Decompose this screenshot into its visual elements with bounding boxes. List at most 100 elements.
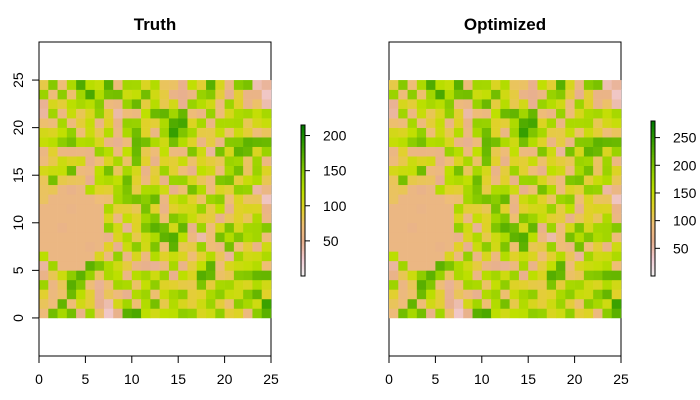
raster-cell xyxy=(509,260,520,271)
raster-cell xyxy=(398,298,408,309)
raster-cell xyxy=(500,99,510,109)
raster-cell xyxy=(444,222,455,233)
raster-cell xyxy=(546,175,557,186)
raster-cell xyxy=(57,137,68,147)
raster-cell xyxy=(407,203,418,214)
raster-cell xyxy=(131,99,142,109)
raster-cell xyxy=(453,298,464,309)
raster-cell xyxy=(178,108,188,119)
raster-cell xyxy=(583,175,594,186)
raster-cell xyxy=(546,137,557,147)
raster-cell xyxy=(463,108,473,119)
legend-color-step xyxy=(651,167,655,171)
raster-cell xyxy=(178,156,188,166)
raster-cell xyxy=(252,89,263,100)
raster-cell xyxy=(435,184,445,195)
raster-cell xyxy=(611,184,622,195)
raster-cell xyxy=(389,298,399,309)
legend-color-step xyxy=(301,195,305,199)
legend-color-step xyxy=(301,268,305,272)
raster-cell xyxy=(141,194,151,205)
x-tick-label: 5 xyxy=(82,371,90,387)
raster-cell xyxy=(85,80,95,90)
raster-cell xyxy=(196,203,207,214)
raster-cell xyxy=(546,308,557,319)
raster-cell xyxy=(206,270,216,281)
raster-cell xyxy=(537,298,548,309)
raster-cell xyxy=(398,289,408,300)
raster-cell xyxy=(398,241,408,252)
raster-cell xyxy=(178,127,188,138)
raster-cell xyxy=(85,99,95,109)
raster-cell xyxy=(103,308,114,319)
raster-cell xyxy=(48,89,58,100)
raster-cell xyxy=(141,165,151,176)
raster-cell xyxy=(481,108,492,119)
legend-frame xyxy=(300,124,306,277)
raster-cell xyxy=(85,118,95,128)
raster-cell xyxy=(141,260,151,271)
legend-color-step xyxy=(301,210,305,214)
raster-cell xyxy=(150,118,160,128)
y-tick-label: 10 xyxy=(10,215,26,231)
legend-color-step xyxy=(651,146,655,150)
raster-cell xyxy=(593,289,603,300)
raster-cell xyxy=(168,89,179,100)
raster-cell xyxy=(463,127,473,138)
raster-cell xyxy=(491,251,501,262)
raster-cell xyxy=(39,279,49,290)
raster-cell xyxy=(252,260,263,271)
raster-cell xyxy=(233,165,244,176)
raster-cell xyxy=(243,222,253,233)
raster-cell xyxy=(196,298,207,309)
raster-cell xyxy=(407,213,418,224)
legend-color-step xyxy=(651,123,655,127)
raster-cell xyxy=(168,222,179,233)
raster-cell xyxy=(556,165,566,176)
raster-cell xyxy=(509,279,520,290)
raster-cell xyxy=(528,289,538,300)
raster-cell xyxy=(57,118,68,128)
raster-cell xyxy=(574,156,585,166)
raster-cell xyxy=(389,203,399,214)
raster-cell xyxy=(537,80,548,90)
raster-cell xyxy=(233,260,244,271)
raster-cell xyxy=(113,203,123,214)
legend-color-step xyxy=(651,188,655,192)
raster-cell xyxy=(48,279,58,290)
legend-color-step xyxy=(651,201,655,205)
raster-cell xyxy=(243,232,253,243)
raster-cell xyxy=(122,146,133,157)
legend-color-step xyxy=(651,133,655,137)
raster-cell xyxy=(103,184,114,195)
raster-cell xyxy=(168,127,179,138)
raster-cell xyxy=(556,213,566,224)
legend-color-step xyxy=(301,150,305,154)
legend-color-step xyxy=(301,187,305,191)
raster-cell xyxy=(48,270,58,281)
raster-cell xyxy=(76,289,86,300)
raster-cell xyxy=(407,165,418,176)
raster-cell xyxy=(556,298,566,309)
raster-cell xyxy=(150,251,160,262)
legend-color-step xyxy=(651,211,655,215)
legend-color-step xyxy=(301,238,305,242)
raster-cell xyxy=(224,213,235,224)
raster-cell xyxy=(57,99,68,109)
raster-cell xyxy=(389,80,399,90)
raster-cell xyxy=(131,184,142,195)
raster-cell xyxy=(233,241,244,252)
legend-tick-label: 200 xyxy=(673,157,697,173)
legend-color-step xyxy=(651,128,655,132)
raster-cell xyxy=(537,108,548,119)
raster-cell xyxy=(131,165,142,176)
raster-cell xyxy=(416,80,427,90)
raster-cell xyxy=(481,213,492,224)
raster-cell xyxy=(435,194,445,205)
raster-cell xyxy=(537,146,548,157)
raster-cell xyxy=(602,203,613,214)
raster-cell xyxy=(444,279,455,290)
raster-cell xyxy=(602,89,613,100)
raster-cell xyxy=(611,308,622,319)
raster-cell xyxy=(453,308,464,319)
